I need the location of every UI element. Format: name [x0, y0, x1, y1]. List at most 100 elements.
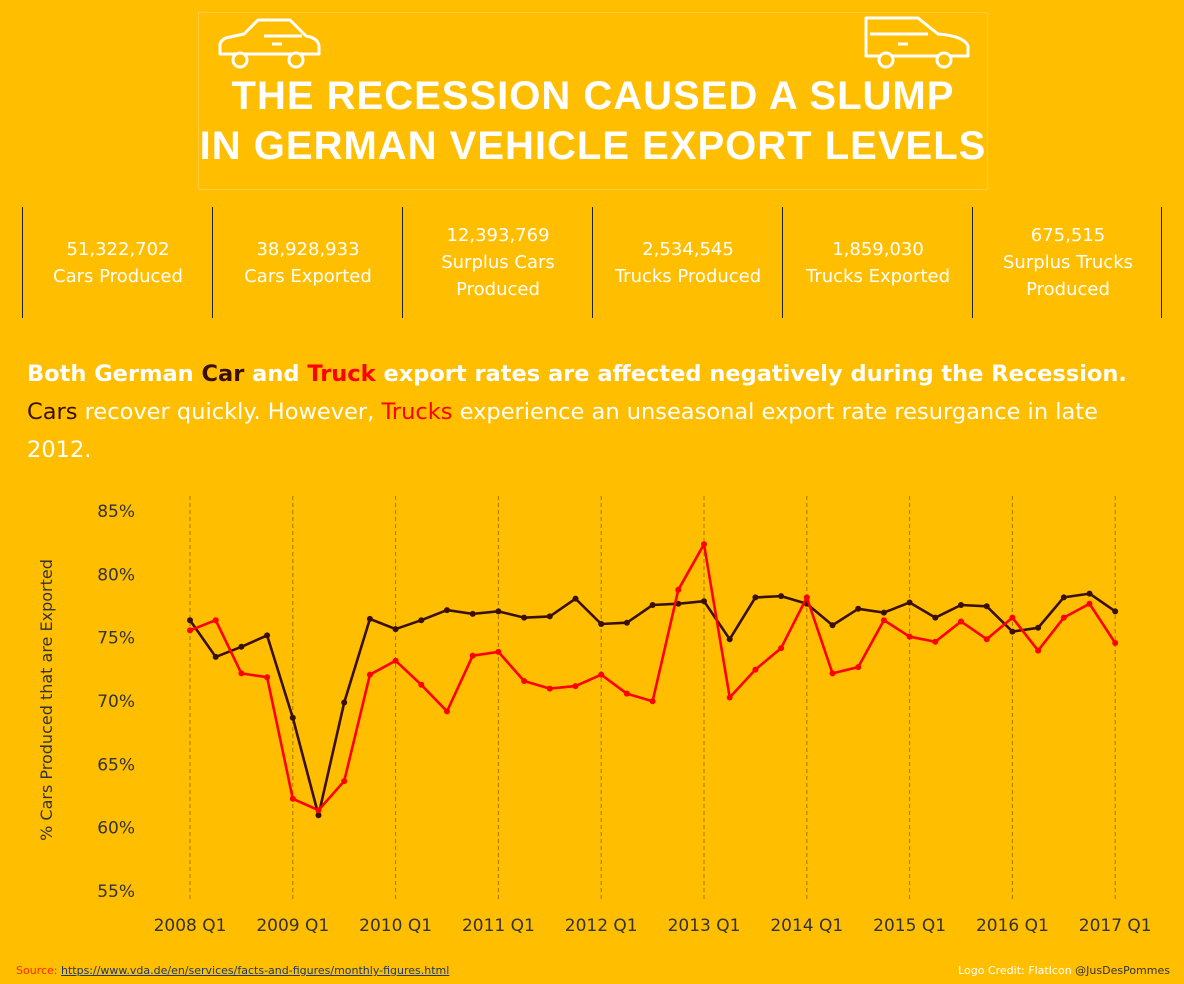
- car-data-point: [187, 617, 193, 624]
- truck-data-point: [238, 670, 245, 677]
- truck-data-point: [958, 618, 964, 625]
- truck-data-point: [726, 694, 733, 701]
- car-data-point: [315, 812, 322, 819]
- truck-data-point: [649, 698, 656, 705]
- car-data-point: [778, 593, 785, 600]
- truck-highlight: Trucks: [381, 399, 453, 425]
- story-text: Both German Car and Truck export rates a…: [27, 355, 1157, 469]
- kpi-surplus-trucks: 675,515 Surplus Trucks Produced: [972, 207, 1163, 318]
- story-text-part: and: [244, 361, 308, 387]
- truck-data-point: [469, 652, 476, 659]
- car-data-point: [546, 613, 553, 620]
- y-tick-label: 55%: [97, 882, 135, 902]
- story-text-part: export rates are affected negatively dur…: [375, 361, 1127, 387]
- story-text-part: experience an unseasonal export rate res…: [27, 399, 1098, 463]
- kpi-row: 51,322,702 Cars Produced 38,928,933 Cars…: [22, 207, 1162, 318]
- truck-data-point: [906, 633, 913, 640]
- kpi-value: 675,515: [1030, 225, 1106, 246]
- car-data-point: [444, 607, 450, 614]
- car-data-point: [212, 653, 219, 660]
- kpi-label: Cars Produced: [53, 265, 183, 287]
- y-tick-label: 70%: [97, 692, 135, 712]
- x-tick-label: 2014 Q1: [770, 916, 843, 936]
- credit-label: Logo Credit: FlatIcon: [958, 964, 1076, 977]
- truck-data-point: [341, 778, 348, 785]
- car-data-point: [469, 610, 476, 617]
- truck-data-point: [264, 674, 271, 681]
- truck-data-point: [1060, 614, 1067, 621]
- kpi-divider: [1161, 207, 1162, 318]
- truck-data-point: [187, 627, 193, 634]
- y-tick-label: 80%: [97, 565, 135, 585]
- truck-data-point: [983, 636, 990, 643]
- car-data-point: [1060, 594, 1067, 601]
- car-highlight: Car: [201, 361, 245, 387]
- y-axis-title: % Cars Produced that are Exported: [37, 559, 56, 841]
- truck-data-point: [855, 664, 862, 671]
- car-data-point: [264, 632, 271, 639]
- x-tick-label: 2009 Q1: [256, 916, 329, 936]
- source-note: Source: https://www.vda.de/en/services/f…: [16, 964, 449, 977]
- x-tick-label: 2017 Q1: [1079, 916, 1152, 936]
- kpi-surplus-cars: 12,393,769 Surplus Cars Produced: [402, 207, 593, 318]
- car-icon: [218, 18, 321, 69]
- car-data-point: [1035, 624, 1042, 631]
- kpi-value: 38,928,933: [256, 238, 360, 260]
- car-data-point: [1086, 590, 1093, 597]
- kpi-cars-produced: 51,322,702 Cars Produced: [22, 207, 213, 318]
- car-data-point: [701, 598, 707, 605]
- kpi-value: 51,322,702: [66, 238, 170, 260]
- truck-data-point: [701, 541, 707, 548]
- export-rate-line-chart: % Cars Produced that are Exported 85% 80% 7…: [37, 496, 1152, 936]
- kpi-value: 12,393,769: [446, 225, 550, 246]
- truck-data-point: [1086, 600, 1093, 607]
- kpi-label: Trucks Exported: [806, 265, 950, 287]
- car-data-point: [675, 600, 682, 607]
- kpi-value: 1,859,030: [832, 238, 924, 260]
- kpi-trucks-produced: 2,534,545 Trucks Produced: [592, 207, 783, 318]
- source-link[interactable]: https://www.vda.de/en/services/facts-and…: [60, 964, 450, 977]
- kpi-trucks-exported: 1,859,030 Trucks Exported: [782, 207, 973, 318]
- truck-data-point: [444, 708, 450, 715]
- truck-data-point: [1035, 647, 1042, 654]
- x-tick-label: 2012 Q1: [565, 916, 638, 936]
- car-data-point: [341, 699, 348, 706]
- kpi-label: Surplus Cars Produced: [441, 252, 555, 300]
- car-data-point: [623, 619, 630, 626]
- x-tick-label: 2011 Q1: [462, 916, 535, 936]
- suv-icon: [864, 16, 970, 69]
- car-data-point: [932, 614, 939, 621]
- credit-note: Logo Credit: FlatIcon @JusDesPommes: [958, 964, 1170, 977]
- x-tick-label: 2008 Q1: [154, 916, 227, 936]
- car-data-point: [238, 643, 245, 650]
- truck-data-point: [752, 666, 759, 673]
- kpi-cars-exported: 38,928,933 Cars Exported: [212, 207, 403, 318]
- truck-data-point: [521, 678, 528, 684]
- car-data-point: [880, 609, 887, 616]
- source-label: Source:: [16, 964, 61, 977]
- truck-data-point: [572, 683, 579, 690]
- car-data-point: [521, 614, 528, 621]
- car-data-point: [366, 615, 373, 622]
- car-data-point: [598, 621, 605, 627]
- kpi-label: Surplus Trucks Produced: [1002, 252, 1134, 300]
- truck-data-point: [829, 670, 836, 677]
- x-tick-label: 2013 Q1: [668, 916, 741, 936]
- car-data-point: [495, 608, 502, 615]
- car-series-line: [188, 592, 1116, 817]
- truck-data-point: [778, 645, 785, 652]
- x-tick-label: 2015 Q1: [873, 916, 946, 936]
- truck-data-point: [315, 807, 322, 814]
- page-title-line-2: in German Vehicle Export levels: [199, 124, 987, 168]
- truck-data-point: [623, 690, 630, 697]
- car-data-point: [752, 594, 759, 601]
- car-data-point: [649, 602, 656, 608]
- truck-data-point: [932, 638, 939, 645]
- story-text-part: Both German: [27, 361, 202, 387]
- car-data-point: [418, 617, 425, 624]
- story-headline: Both German Car and Truck export rates a…: [27, 355, 1157, 393]
- truck-data-point: [1009, 614, 1016, 621]
- car-data-point: [1009, 628, 1016, 635]
- truck-data-point: [392, 657, 399, 664]
- y-tick-label: 65%: [97, 755, 135, 775]
